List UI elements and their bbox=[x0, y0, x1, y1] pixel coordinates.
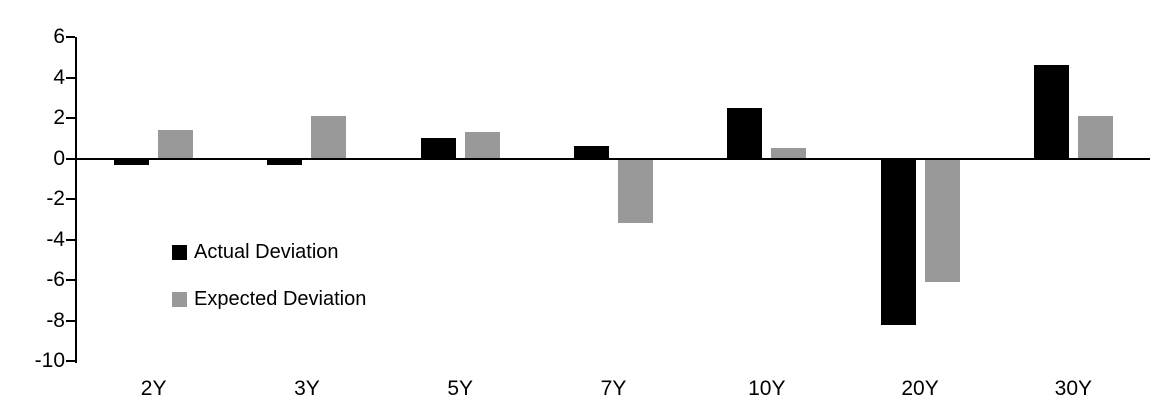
y-axis-tick-label--8: -8 bbox=[46, 308, 65, 332]
x-category-label-3Y: 3Y bbox=[294, 377, 320, 400]
y-axis-tick--10 bbox=[66, 360, 75, 362]
x-category-label-10Y: 10Y bbox=[748, 377, 786, 400]
y-axis-tick--8 bbox=[66, 319, 75, 322]
y-axis-tick-label--4: -4 bbox=[46, 227, 65, 251]
y-axis-tick-2 bbox=[66, 117, 75, 119]
bar-expected-deviation-2Y bbox=[158, 130, 194, 159]
y-axis-tick--4 bbox=[66, 238, 75, 241]
y-axis-tick-label-6: 6 bbox=[53, 25, 65, 48]
bar-expected-deviation-30Y bbox=[1077, 115, 1113, 159]
bar-actual-deviation-3Y bbox=[267, 158, 303, 165]
legend-swatch-actual-deviation-icon bbox=[172, 244, 187, 260]
bar-actual-deviation-2Y bbox=[114, 158, 150, 165]
x-axis-line bbox=[77, 157, 1150, 160]
legend-item-actual-deviation: Actual Deviation bbox=[172, 242, 366, 262]
bar-expected-deviation-20Y bbox=[924, 158, 960, 283]
y-axis-tick-0 bbox=[66, 157, 75, 160]
x-category-label-7Y: 7Y bbox=[600, 377, 627, 400]
bar-actual-deviation-7Y bbox=[574, 146, 609, 159]
chart-legend: Actual Deviation Expected Deviation bbox=[172, 242, 366, 309]
y-axis-tick-6 bbox=[66, 36, 75, 38]
legend-label-expected-deviation: Expected Deviation bbox=[194, 288, 367, 310]
bar-actual-deviation-20Y bbox=[880, 158, 916, 325]
x-category-label-5Y: 5Y bbox=[447, 377, 474, 400]
x-category-label-20Y: 20Y bbox=[901, 377, 939, 400]
legend-swatch-expected-deviation-icon bbox=[172, 291, 187, 307]
y-axis-tick-label--10: -10 bbox=[34, 349, 65, 372]
bar-expected-deviation-5Y bbox=[464, 132, 500, 159]
y-axis-tick-4 bbox=[66, 76, 75, 79]
y-axis-tick-label-0: 0 bbox=[53, 146, 65, 170]
y-axis-tick-label-2: 2 bbox=[53, 106, 65, 129]
bar-expected-deviation-3Y bbox=[311, 115, 347, 159]
bar-actual-deviation-5Y bbox=[420, 138, 456, 159]
bar-expected-deviation-7Y bbox=[618, 158, 653, 224]
y-axis-tick-label-4: 4 bbox=[53, 65, 65, 89]
legend-item-expected-deviation: Expected Deviation bbox=[172, 289, 366, 309]
bar-actual-deviation-30Y bbox=[1033, 65, 1069, 159]
bar-expected-deviation-10Y bbox=[771, 148, 807, 159]
bar-actual-deviation-10Y bbox=[727, 107, 763, 159]
y-axis-tick-label--2: -2 bbox=[46, 187, 65, 210]
y-axis-tick--2 bbox=[66, 198, 75, 200]
y-axis-tick--6 bbox=[66, 279, 75, 281]
y-axis-tick-label--6: -6 bbox=[46, 268, 65, 291]
y-axis-line bbox=[75, 37, 77, 363]
x-category-label-2Y: 2Y bbox=[140, 377, 167, 400]
x-category-label-30Y: 30Y bbox=[1054, 377, 1093, 400]
legend-label-actual-deviation: Actual Deviation bbox=[194, 241, 339, 263]
